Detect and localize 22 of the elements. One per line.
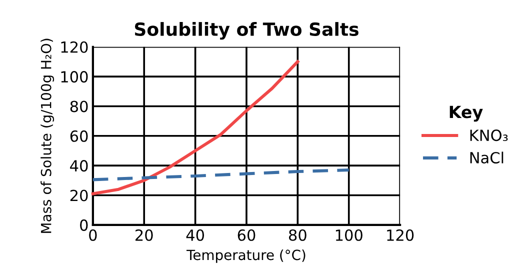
y-tick-label: 40 [70, 160, 88, 172]
x-tick-label: 0 [89, 229, 97, 241]
line-series [91, 168, 350, 182]
y-tick-label: 100 [61, 71, 88, 83]
y-tick-label: 20 [70, 190, 88, 202]
y-tick-label: 60 [70, 130, 88, 142]
x-tick-label: 40 [186, 229, 204, 241]
x-tick-label: 60 [238, 229, 256, 241]
y-axis-title: Mass of Solute (g/100g H₂O) [40, 38, 54, 233]
y-tick-label: 0 [80, 219, 88, 231]
legend-title: Key [450, 106, 483, 122]
y-tick-label: 80 [70, 100, 88, 112]
x-tick-label: 120 [387, 229, 414, 241]
chart-title: Solubility of Two Salts [134, 22, 358, 40]
x-tick-label: 20 [136, 229, 153, 241]
legend-label: KNO₃ [470, 130, 508, 142]
x-tick-label: 100 [336, 229, 362, 241]
legend-label: NaCl [470, 152, 504, 164]
y-tick-label: 120 [61, 41, 88, 53]
x-axis-title: Temperature (°C) [186, 249, 306, 263]
line-series [91, 60, 300, 196]
x-tick-label: 80 [288, 229, 306, 241]
